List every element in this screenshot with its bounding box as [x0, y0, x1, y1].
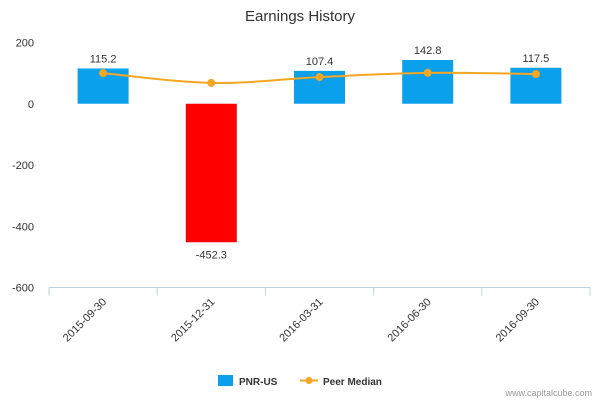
x-tick-label: 2015-09-30	[61, 296, 109, 344]
data-labels: 115.2 -452.3 107.4 142.8 117.5	[90, 45, 550, 261]
y-tick-label: 0	[28, 99, 34, 111]
watermark: www.capitalcube.com	[504, 388, 592, 398]
legend[interactable]: PNR-US Peer Median	[218, 375, 382, 388]
bar	[402, 60, 454, 104]
y-tick-label: -200	[12, 160, 34, 172]
bar-data-label: 117.5	[523, 53, 550, 65]
x-tick-label: 2015-12-31	[169, 296, 217, 344]
x-axis: 2015-09-30 2015-12-31 2016-03-31 2016-06-30…	[48, 287, 591, 344]
peer-median-point	[99, 69, 108, 78]
bar-data-label: 115.2	[90, 53, 117, 65]
peer-median-point	[423, 68, 432, 77]
peer-median-point	[315, 73, 324, 82]
y-tick-label: 200	[16, 38, 34, 50]
x-tick-label: 2016-06-30	[386, 296, 434, 344]
legend-pnr-swatch	[218, 375, 233, 386]
chart-title: Earnings History	[245, 8, 356, 25]
y-tick-label: -400	[12, 221, 34, 233]
bar-series	[77, 60, 562, 243]
x-tick-label: 2016-03-31	[277, 296, 325, 344]
bar-data-label: 142.8	[414, 45, 442, 57]
legend-peer-dot	[305, 377, 313, 384]
y-axis: 200 0 -200 -400 -600	[12, 38, 34, 295]
legend-pnr-label: PNR-US	[239, 377, 278, 388]
peer-median-point	[207, 78, 216, 87]
peer-median-point	[531, 70, 540, 79]
bar-data-label: 107.4	[306, 56, 334, 68]
y-tick-label: -600	[12, 283, 34, 295]
peer-median-series	[99, 68, 540, 87]
legend-peer-label: Peer Median	[323, 377, 382, 388]
x-tick-label: 2016-09-30	[494, 296, 542, 344]
bar-data-label: -452.3	[196, 249, 227, 261]
bar	[185, 103, 237, 243]
